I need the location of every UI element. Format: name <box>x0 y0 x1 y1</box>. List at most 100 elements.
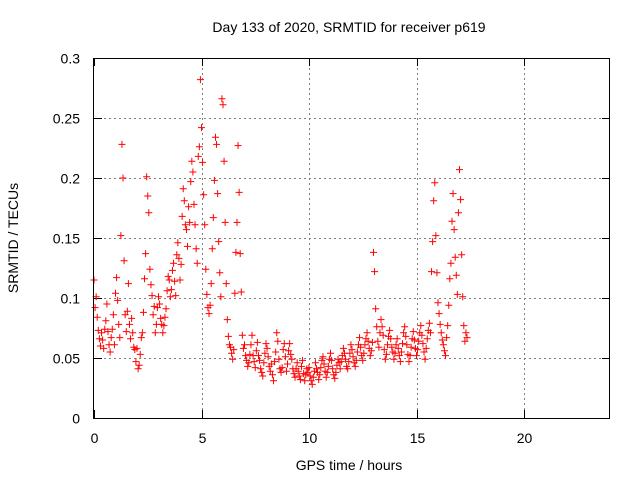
data-point <box>231 289 239 297</box>
data-point <box>217 293 225 301</box>
data-point <box>447 259 455 267</box>
data-point <box>118 140 126 148</box>
data-point <box>108 325 116 333</box>
data-point <box>352 356 360 364</box>
data-point <box>104 328 112 336</box>
data-point <box>463 334 471 342</box>
data-point <box>164 272 172 280</box>
data-point <box>166 293 174 301</box>
data-point <box>437 329 445 337</box>
y-tick-label: 0 <box>72 411 80 427</box>
data-point <box>273 329 281 337</box>
data-point <box>208 245 216 253</box>
data-point <box>317 364 325 372</box>
data-point <box>159 329 167 337</box>
y-axis-label: SRMTID / TECUs <box>5 183 21 293</box>
data-point <box>191 221 199 229</box>
data-point <box>160 322 168 330</box>
data-point <box>259 372 267 380</box>
x-tick-labels: 0 5 10 15 20 <box>91 430 533 446</box>
data-point <box>459 293 467 301</box>
data-point <box>213 140 221 148</box>
data-point <box>122 328 130 336</box>
data-point <box>393 335 401 343</box>
data-point <box>344 365 352 373</box>
data-point <box>238 331 246 339</box>
chart-title: Day 133 of 2020, SRMTID for receiver p61… <box>212 19 485 35</box>
data-point <box>370 248 377 256</box>
data-point <box>257 365 265 373</box>
data-point <box>207 280 215 288</box>
data-point <box>124 280 132 288</box>
data-point <box>181 221 189 229</box>
data-point <box>189 168 197 176</box>
x-tick-label: 5 <box>199 430 207 446</box>
data-point <box>222 280 230 288</box>
data-point <box>452 271 460 279</box>
data-point <box>144 192 152 200</box>
data-point <box>258 368 266 376</box>
data-point <box>348 346 356 354</box>
data-point <box>188 157 196 165</box>
data-point <box>196 76 204 84</box>
data-point <box>173 251 181 259</box>
data-point <box>458 251 466 259</box>
data-point <box>309 373 317 381</box>
data-point <box>446 275 454 283</box>
data-point <box>395 352 403 360</box>
data-point <box>168 266 176 274</box>
data-point <box>233 218 241 226</box>
data-point <box>190 200 198 208</box>
data-point <box>135 361 143 369</box>
data-point <box>287 350 295 358</box>
data-point <box>403 341 411 349</box>
data-point <box>221 218 229 226</box>
data-point <box>423 335 431 343</box>
data-point <box>288 355 296 363</box>
data-point <box>216 269 224 277</box>
data-point <box>120 257 128 265</box>
data-point <box>440 347 448 355</box>
data-point <box>98 329 106 337</box>
data-point <box>234 142 242 150</box>
data-point <box>170 259 178 267</box>
data-point <box>187 178 195 186</box>
data-point <box>156 300 164 308</box>
data-point <box>328 356 336 364</box>
data-point <box>406 352 414 360</box>
data-point <box>165 276 173 284</box>
data-point <box>192 245 200 253</box>
data-point <box>305 364 313 372</box>
data-point <box>324 362 332 370</box>
data-point <box>125 320 133 328</box>
data-point <box>429 238 437 246</box>
data-point <box>95 335 103 343</box>
data-point <box>103 300 111 308</box>
data-point <box>145 209 153 217</box>
data-point <box>153 304 161 312</box>
data-point <box>394 344 402 352</box>
data-point <box>93 313 101 321</box>
data-point <box>239 344 247 352</box>
data-point <box>141 275 149 283</box>
data-point <box>107 334 115 342</box>
data-point <box>157 314 165 322</box>
data-point <box>377 316 385 324</box>
data-point <box>291 373 299 381</box>
data-point <box>307 377 315 385</box>
data-point <box>396 358 404 366</box>
data-point <box>371 268 379 276</box>
x-tick-label: 10 <box>302 430 318 446</box>
data-point <box>224 332 232 340</box>
data-point <box>235 188 243 196</box>
data-point <box>366 352 374 360</box>
data-point <box>279 346 287 354</box>
data-point <box>419 340 427 348</box>
data-point <box>106 348 114 356</box>
data-point <box>199 158 207 166</box>
data-point <box>418 331 426 339</box>
data-point <box>253 338 261 346</box>
data-point <box>397 348 405 356</box>
data-point <box>290 370 298 378</box>
data-point <box>297 362 305 370</box>
